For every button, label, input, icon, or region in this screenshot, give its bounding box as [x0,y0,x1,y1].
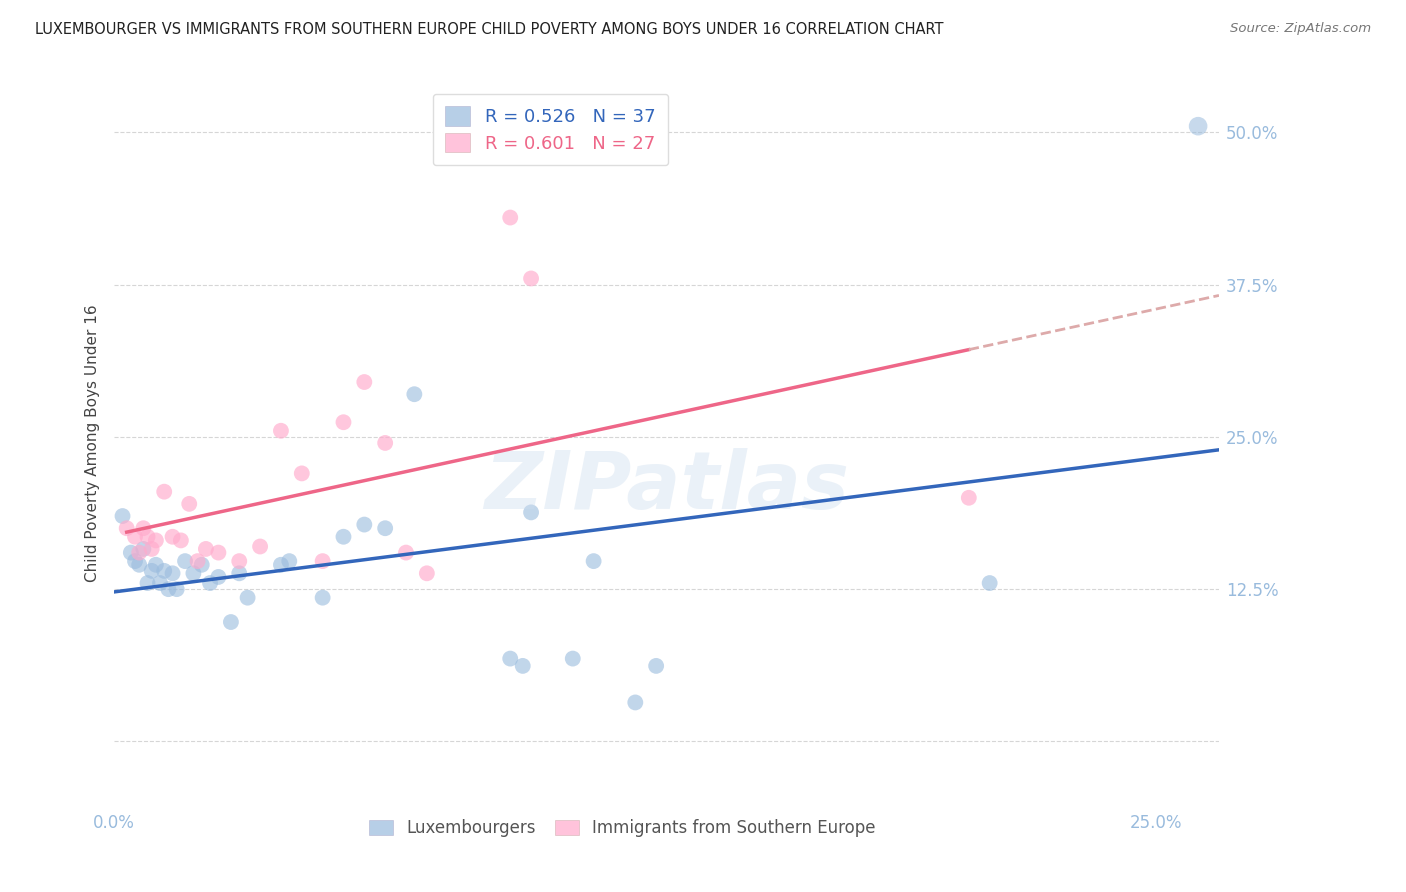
Point [136,530,159,544]
Point [166,582,188,596]
Point [957,491,980,505]
Point [249,540,271,554]
Point [219,615,242,629]
Point [111,509,134,524]
Point [115,521,138,535]
Legend: Luxembourgers, Immigrants from Southern Europe: Luxembourgers, Immigrants from Southern … [363,813,882,844]
Point [374,436,396,450]
Point [128,558,150,572]
Point [979,576,1001,591]
Point [311,554,333,568]
Point [561,651,583,665]
Point [174,554,197,568]
Point [183,566,205,581]
Point [190,558,212,572]
Point [162,566,184,581]
Point [291,467,314,481]
Text: ZIPatlas: ZIPatlas [484,448,849,525]
Point [395,545,418,559]
Point [207,545,229,559]
Point [499,651,522,665]
Point [236,591,259,605]
Text: LUXEMBOURGER VS IMMIGRANTS FROM SOUTHERN EUROPE CHILD POVERTY AMONG BOYS UNDER 1: LUXEMBOURGER VS IMMIGRANTS FROM SOUTHERN… [35,22,943,37]
Point [270,558,292,572]
Point [141,541,163,556]
Point [120,545,142,559]
Point [179,497,201,511]
Point [332,530,354,544]
Point [132,521,155,535]
Point [162,530,184,544]
Point [228,554,250,568]
Point [270,424,292,438]
Point [124,530,146,544]
Text: Source: ZipAtlas.com: Source: ZipAtlas.com [1230,22,1371,36]
Point [1187,119,1209,133]
Point [520,271,543,285]
Point [624,695,647,709]
Point [311,591,333,605]
Point [353,375,375,389]
Point [520,505,543,519]
Point [353,517,375,532]
Point [170,533,193,548]
Y-axis label: Child Poverty Among Boys Under 16: Child Poverty Among Boys Under 16 [86,304,100,582]
Point [145,558,167,572]
Point [153,564,176,578]
Point [582,554,605,568]
Point [278,554,301,568]
Point [512,659,534,673]
Point [404,387,426,401]
Point [145,533,167,548]
Point [198,576,221,591]
Point [141,564,163,578]
Point [207,570,229,584]
Point [499,211,522,225]
Point [157,582,180,596]
Point [194,541,217,556]
Point [187,554,209,568]
Point [132,541,155,556]
Point [416,566,439,581]
Point [136,576,159,591]
Point [128,545,150,559]
Point [149,576,172,591]
Point [228,566,250,581]
Point [124,554,146,568]
Point [645,659,668,673]
Point [374,521,396,535]
Point [332,415,354,429]
Point [153,484,176,499]
